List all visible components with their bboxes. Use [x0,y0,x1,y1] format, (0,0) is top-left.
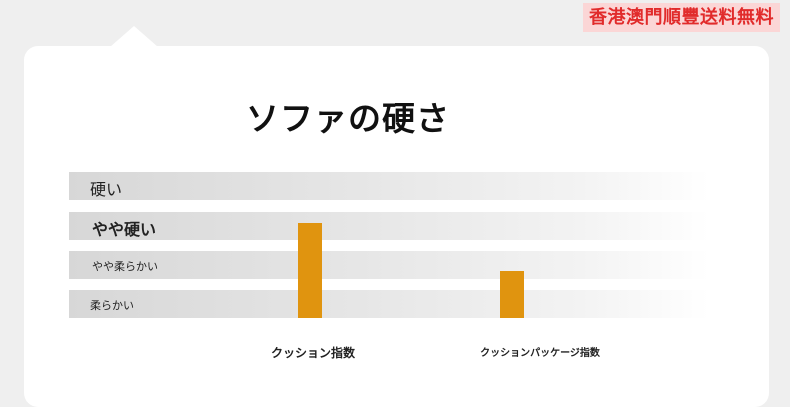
level-band [69,172,709,200]
level-label: 柔らかい [90,299,134,313]
page-title: ソファの硬さ [246,99,450,138]
category-label: クッション指数 [270,346,356,360]
level-label: 硬い [90,180,123,200]
level-band [69,290,709,318]
level-band [69,251,709,279]
level-label: やや硬い [92,220,157,240]
category-label: クッションパッケージ指数 [480,348,600,359]
shipping-banner: 香港澳門順豐送料無料 [583,3,780,32]
bar [298,223,322,318]
bar [500,270,524,318]
level-label: やや柔らかい [92,260,158,274]
level-band [69,212,709,240]
card-pointer [110,26,158,47]
